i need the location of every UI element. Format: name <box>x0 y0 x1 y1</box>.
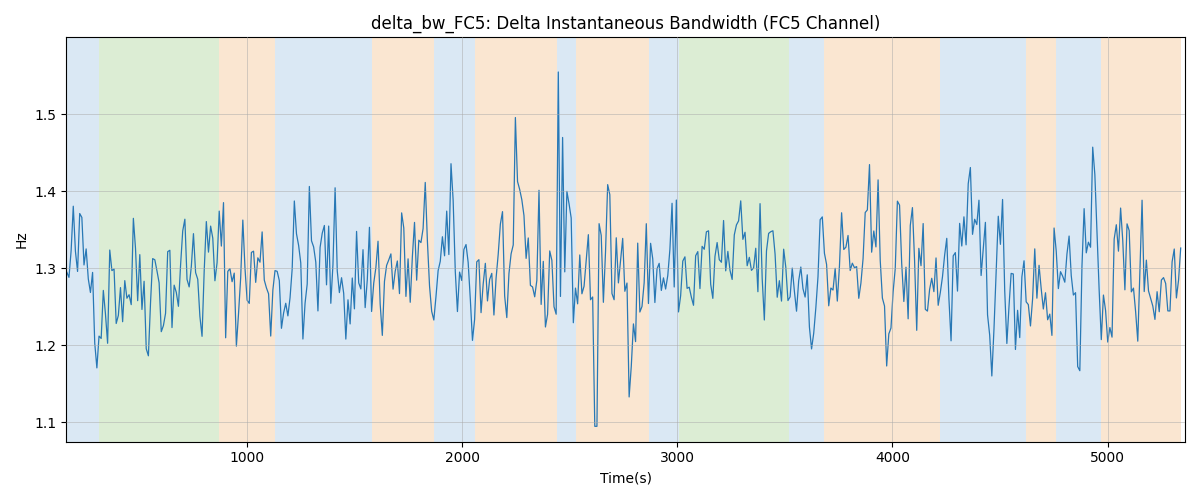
Bar <box>823 38 940 442</box>
Bar <box>940 38 1026 442</box>
Bar <box>557 38 576 442</box>
Bar <box>220 38 275 442</box>
Bar <box>275 38 372 442</box>
Y-axis label: Hz: Hz <box>16 230 29 248</box>
Bar <box>649 38 679 442</box>
X-axis label: Time(s): Time(s) <box>600 471 652 485</box>
Bar <box>475 38 557 442</box>
Bar <box>1056 38 1102 442</box>
Bar <box>790 38 823 442</box>
Bar <box>372 38 434 442</box>
Bar <box>98 38 220 442</box>
Bar <box>679 38 790 442</box>
Bar <box>67 38 98 442</box>
Title: delta_bw_FC5: Delta Instantaneous Bandwidth (FC5 Channel): delta_bw_FC5: Delta Instantaneous Bandwi… <box>371 15 881 34</box>
Bar <box>434 38 475 442</box>
Bar <box>1026 38 1056 442</box>
Bar <box>1102 38 1181 442</box>
Bar <box>576 38 649 442</box>
